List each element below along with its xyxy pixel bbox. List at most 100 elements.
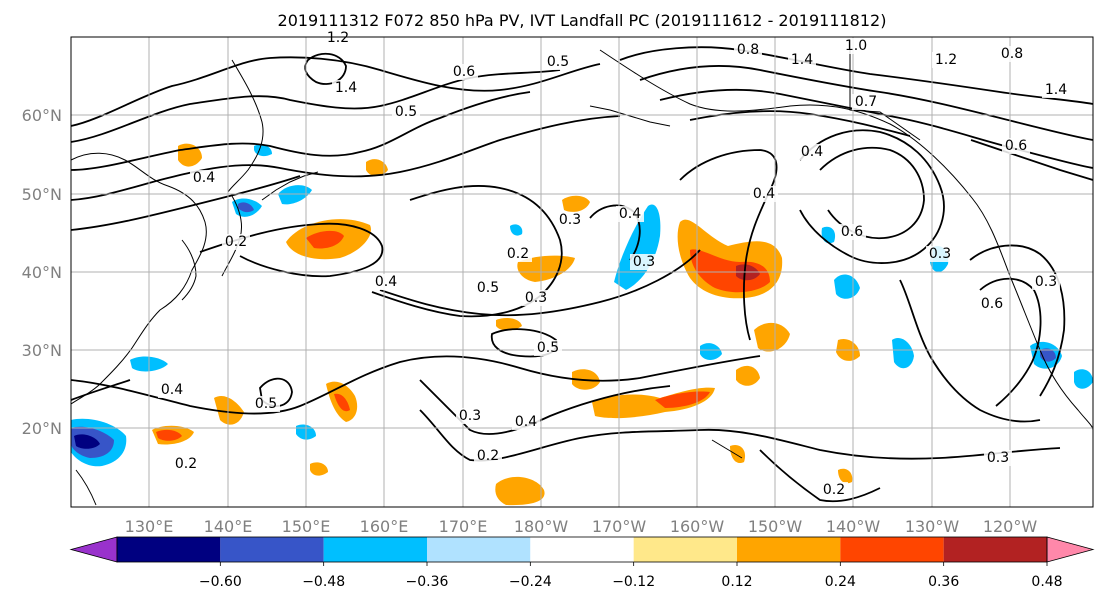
figure-title: 2019111312 F072 850 hPa PV, IVT Landfall… — [278, 11, 887, 30]
contour-label: 0.4 — [619, 206, 641, 222]
contour-label: 0.4 — [161, 382, 183, 398]
pv-contour — [70, 115, 621, 201]
pv-contour — [70, 379, 131, 401]
coastline-philippines — [75, 469, 97, 506]
anomaly-positive — [214, 395, 244, 425]
contour-label: 0.5 — [547, 54, 569, 70]
colorbar-tick-label: 0.12 — [721, 574, 752, 590]
contour-label-bg — [616, 206, 644, 222]
colorbar: −0.60 −0.48 −0.36 −0.24 −0.12 0.12 0.24 0.36 0.4… — [69, 536, 1095, 590]
contour-label: 0.6 — [1005, 138, 1027, 154]
contour-label: 0.5 — [395, 104, 417, 120]
contour-label: 0.4 — [515, 414, 537, 430]
pv-contour — [899, 279, 1041, 423]
contour-label-bg — [512, 414, 540, 430]
lon-tick-label: 140°W — [826, 517, 881, 536]
map-frame — [70, 36, 1094, 508]
colorbar-tick-label: 0.36 — [928, 574, 959, 590]
coastline-korea — [181, 239, 197, 301]
contour-label-bg — [456, 408, 484, 424]
coastline-asia — [70, 152, 207, 405]
contour-label: 1.4 — [1045, 82, 1067, 98]
contour-label-bg — [798, 144, 826, 160]
colorbar-tick-label: −0.36 — [406, 574, 449, 590]
anomaly-positive — [562, 195, 590, 212]
contour-label-bg — [172, 456, 200, 472]
anomaly-negative — [510, 224, 523, 236]
colorbar-swatch — [117, 537, 221, 562]
contour-label-bg — [734, 42, 762, 58]
anomaly-positive — [496, 318, 522, 331]
contour-label: 0.3 — [525, 290, 547, 306]
anomaly-positive — [754, 322, 790, 352]
contour-label-bg — [820, 482, 848, 498]
lon-tick-label: 150°E — [282, 517, 331, 536]
contour-label-bg — [630, 254, 658, 270]
anomaly-positive — [310, 462, 328, 476]
contour-label-bg — [1032, 274, 1060, 290]
contour-label: 0.8 — [737, 42, 759, 58]
contour-label: 0.6 — [841, 224, 863, 240]
pv-contour — [979, 277, 1042, 407]
lat-tick-label: 20°N — [22, 419, 62, 438]
contour-label: 0.2 — [175, 456, 197, 472]
contour-label: 0.5 — [255, 396, 277, 412]
colorbar-swatch — [633, 537, 737, 562]
lat-tick-label: 40°N — [22, 263, 62, 282]
pv-contour — [969, 244, 1066, 397]
contour-label: 0.2 — [507, 246, 529, 262]
contour-label-bg — [158, 382, 186, 398]
contour-label-bg — [190, 170, 218, 186]
contour-label-bg — [788, 52, 816, 68]
colorbar-swatch — [943, 537, 1047, 562]
anomaly-negative — [278, 185, 312, 205]
contour-label-bg — [932, 52, 960, 68]
lon-tick-label: 120°W — [983, 517, 1038, 536]
contour-label-bg — [222, 234, 250, 250]
colorbar-tick-label: −0.24 — [509, 574, 552, 590]
anomaly-positive — [838, 468, 853, 484]
lon-tick-label: 160°W — [670, 517, 725, 536]
coastline-alaska — [599, 49, 1094, 431]
colorbar-tick-label: 0.24 — [825, 574, 856, 590]
pv-contour — [379, 249, 701, 317]
colorbar-outline — [116, 536, 1048, 563]
colorbar-extend-max — [1046, 536, 1095, 563]
lon-tick-label: 170°W — [592, 517, 647, 536]
lon-tick-label: 130°E — [125, 517, 174, 536]
lon-tick-label: 130°W — [905, 517, 960, 536]
contour-label: 0.4 — [753, 186, 775, 202]
lon-tick-label: 170°E — [439, 517, 488, 536]
contour-label-bg — [474, 448, 502, 464]
contour-label-bg — [522, 290, 550, 306]
pv-contour — [689, 110, 911, 137]
contour-label-bg — [534, 340, 562, 356]
pv-contour — [619, 46, 1094, 105]
contour-label-bg — [252, 396, 280, 412]
contour-label-bg — [842, 38, 870, 54]
anomaly-negative — [74, 434, 100, 449]
contour-label-bg — [474, 280, 502, 296]
pv-contour — [759, 449, 881, 503]
anomaly-negative — [1074, 369, 1093, 389]
contour-label-bg — [1002, 138, 1030, 154]
colorbar-tick-label: −0.60 — [199, 574, 242, 590]
anomaly-positive — [655, 391, 710, 408]
coastline-aleutians — [589, 105, 671, 127]
contour-label: 0.6 — [981, 296, 1003, 312]
coastlines — [70, 40, 1094, 506]
pv-contour — [70, 355, 761, 415]
pv-contour — [799, 129, 945, 264]
contour-label: 0.3 — [459, 408, 481, 424]
contour-label-bg — [324, 30, 352, 46]
anomaly-negative — [238, 202, 254, 213]
contour-label-bg — [838, 224, 866, 240]
contour-label: 0.4 — [193, 170, 215, 186]
contour-label-bg — [852, 94, 880, 110]
anomaly-positive — [306, 230, 344, 249]
contour-label-bg — [556, 212, 584, 228]
contour-label-bg — [978, 296, 1006, 312]
contour-label-bg — [372, 274, 400, 290]
anomaly-negative — [254, 144, 272, 157]
